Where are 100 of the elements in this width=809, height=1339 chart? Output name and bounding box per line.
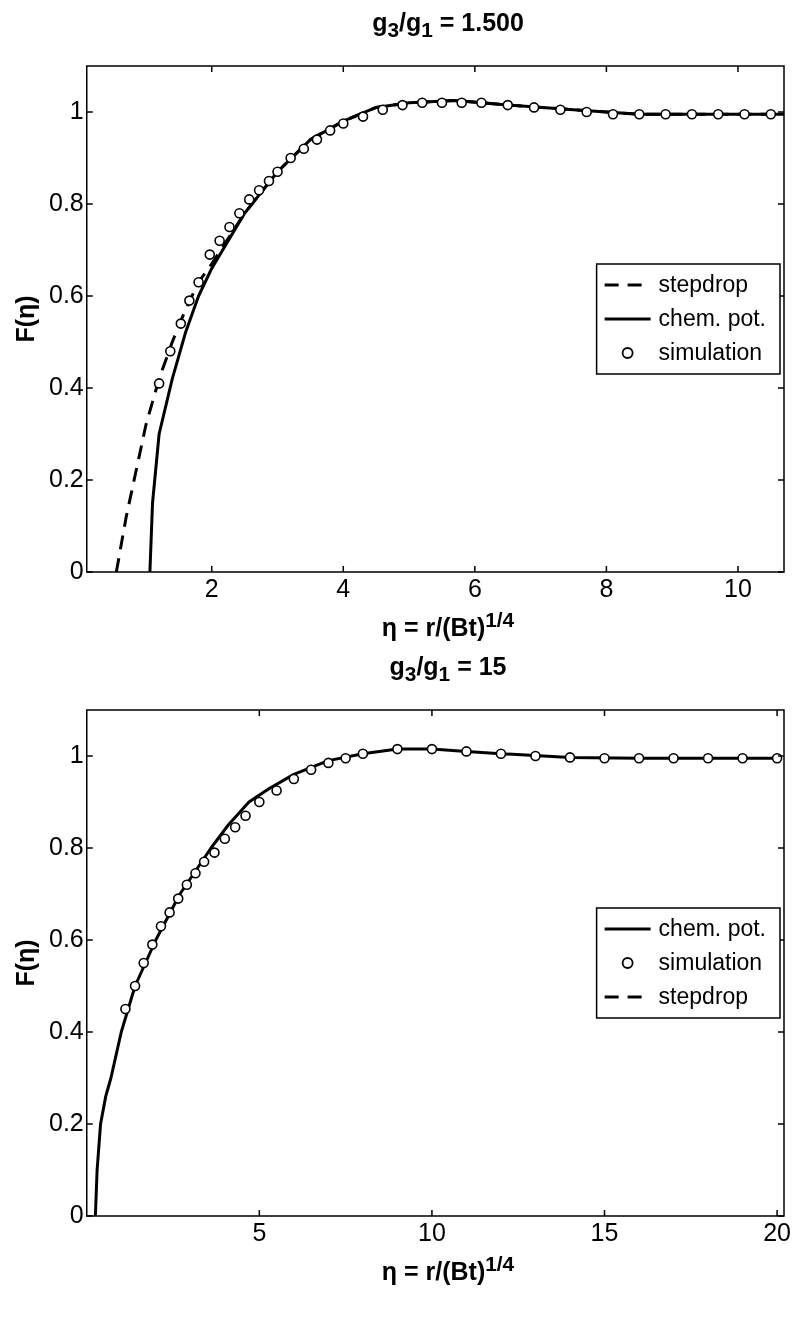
point: [240, 810, 251, 822]
point: [456, 97, 467, 109]
legend-label: simulation: [658, 949, 763, 976]
point: [311, 134, 323, 145]
y-tick-label: 0.8: [48, 187, 84, 216]
point: [198, 856, 210, 868]
legend-label: chem. pot.: [658, 305, 766, 332]
point: [530, 750, 541, 762]
x-tick-label: 10: [418, 1217, 446, 1246]
y-tick-label: 1: [69, 95, 84, 124]
y-tick-label: 1: [69, 739, 84, 768]
y-tick-label: 0: [69, 555, 84, 584]
legend-label: stepdrop: [658, 983, 749, 1010]
x-axis-title: η = r/(Bt)$^{1/4}$: [380, 608, 516, 644]
point: [271, 785, 282, 796]
point: [502, 99, 514, 111]
x-tick-label: 8: [599, 573, 614, 602]
y-tick-label: 0.8: [48, 831, 84, 860]
point: [288, 773, 300, 785]
point: [564, 752, 576, 763]
point: [633, 753, 645, 764]
point: [340, 753, 351, 764]
point: [184, 295, 195, 306]
point: [702, 753, 714, 764]
point: [219, 833, 231, 845]
point: [181, 879, 193, 891]
point: [120, 1003, 131, 1015]
y-tick-label: 0.4: [48, 371, 84, 400]
point: [416, 97, 428, 109]
y-axis-title: F(η): [10, 295, 39, 343]
point: [263, 175, 275, 187]
x-axis-title: η = r/(Bt)$^{1/4}$: [380, 1252, 516, 1288]
point: [599, 753, 610, 764]
point: [153, 378, 165, 389]
point: [712, 109, 724, 120]
point: [272, 166, 283, 178]
point: [686, 109, 698, 120]
x-tick-label: 6: [467, 573, 482, 602]
x-tick-label: 2: [204, 573, 219, 602]
y-axis-title: F(η): [10, 939, 39, 987]
y-tick-label: 0.2: [48, 463, 84, 492]
point: [495, 748, 507, 759]
point: [155, 920, 167, 932]
point: [209, 847, 220, 858]
point: [214, 235, 225, 247]
point: [607, 109, 619, 120]
point: [426, 743, 438, 755]
x-tick-label: 4: [336, 573, 351, 602]
point: [581, 106, 592, 118]
point: [254, 796, 265, 808]
point: [298, 143, 310, 155]
point: [175, 318, 187, 329]
point: [357, 111, 369, 122]
point: [129, 980, 141, 992]
point: [305, 764, 317, 776]
x-tick-label: 20: [763, 1217, 791, 1246]
point: [771, 753, 783, 764]
x-tick-label: 10: [724, 573, 752, 602]
point: [253, 184, 265, 196]
point: [668, 753, 679, 764]
point: [243, 194, 255, 205]
point: [204, 249, 216, 260]
point: [164, 345, 176, 357]
point: [234, 207, 245, 219]
point: [164, 907, 175, 918]
point: [323, 757, 334, 769]
legend-label: stepdrop: [658, 271, 749, 298]
legend-label: simulation: [658, 339, 763, 366]
point: [190, 868, 201, 879]
x-tick-label: 15: [590, 1217, 619, 1246]
point: [633, 109, 645, 120]
point: [377, 104, 389, 115]
point: [172, 893, 184, 904]
point: [138, 957, 150, 969]
point: [476, 97, 487, 109]
legend-label: chem. pot.: [658, 915, 766, 942]
point: [357, 748, 369, 759]
point: [528, 102, 540, 113]
point: [765, 109, 777, 120]
point: [436, 97, 448, 109]
y-tick-label: 0.2: [48, 1107, 84, 1136]
point: [555, 104, 566, 115]
point: [193, 276, 204, 288]
point: [324, 125, 336, 136]
y-tick-label: 0.4: [48, 1015, 84, 1044]
point: [737, 753, 748, 764]
point: [392, 743, 403, 755]
point: [739, 109, 750, 120]
point: [285, 152, 296, 164]
point: [660, 109, 671, 120]
chart-title: g$_{3}$/g$_{1}$ = 1.500: [371, 8, 525, 43]
chart-title: g$_{3}$/g$_{1}$ = 15: [388, 652, 508, 687]
point: [397, 99, 408, 111]
x-tick-label: 5: [252, 1217, 267, 1246]
y-tick-label: 0.6: [48, 923, 84, 952]
y-tick-label: 0.6: [48, 279, 84, 308]
point: [224, 221, 235, 233]
point: [337, 118, 349, 129]
point: [461, 746, 472, 757]
point: [147, 939, 158, 950]
